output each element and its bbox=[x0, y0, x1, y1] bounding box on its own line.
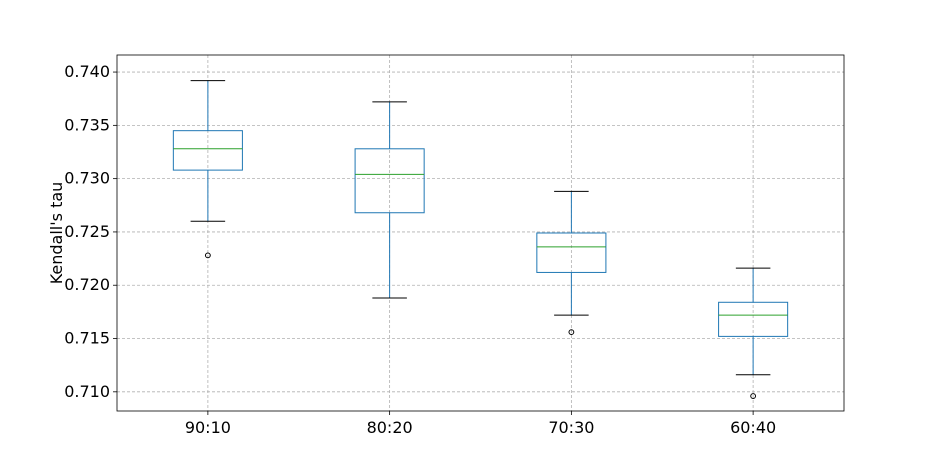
plot-frame bbox=[116, 54, 845, 412]
box-iqr bbox=[354, 148, 425, 214]
x-tick-label: 90:10 bbox=[185, 418, 231, 437]
y-tick-label: 0.715 bbox=[64, 329, 110, 348]
box-90-10 bbox=[172, 80, 243, 259]
y-tick-label: 0.735 bbox=[64, 115, 110, 134]
x-tick-label: 60:40 bbox=[730, 418, 776, 437]
y-axis-label: Kendall's tau bbox=[47, 182, 66, 285]
y-tick-label: 0.710 bbox=[64, 382, 110, 401]
outlier-point bbox=[568, 329, 575, 336]
y-axis: 0.710 0.715 0.720 0.725 0.730 0.735 0.740 bbox=[64, 62, 117, 401]
y-tick-label: 0.740 bbox=[64, 62, 110, 81]
y-tick-label: 0.725 bbox=[64, 222, 110, 241]
box-iqr bbox=[536, 232, 607, 273]
grid-lines bbox=[117, 55, 844, 411]
box-plot-series bbox=[172, 80, 789, 399]
x-tick-label: 70:30 bbox=[548, 418, 594, 437]
box-80-20 bbox=[354, 101, 425, 299]
box-iqr bbox=[718, 301, 789, 337]
y-tick-label: 0.730 bbox=[64, 169, 110, 188]
outlier-point bbox=[204, 252, 211, 259]
x-tick-label: 80:20 bbox=[367, 418, 413, 437]
y-tick-label: 0.720 bbox=[64, 275, 110, 294]
box-60-40 bbox=[718, 267, 789, 399]
outlier-point bbox=[750, 393, 757, 399]
x-axis: 90:10 80:20 70:30 60:40 bbox=[185, 411, 776, 437]
box-70-30 bbox=[536, 190, 607, 336]
box-iqr bbox=[172, 130, 243, 171]
